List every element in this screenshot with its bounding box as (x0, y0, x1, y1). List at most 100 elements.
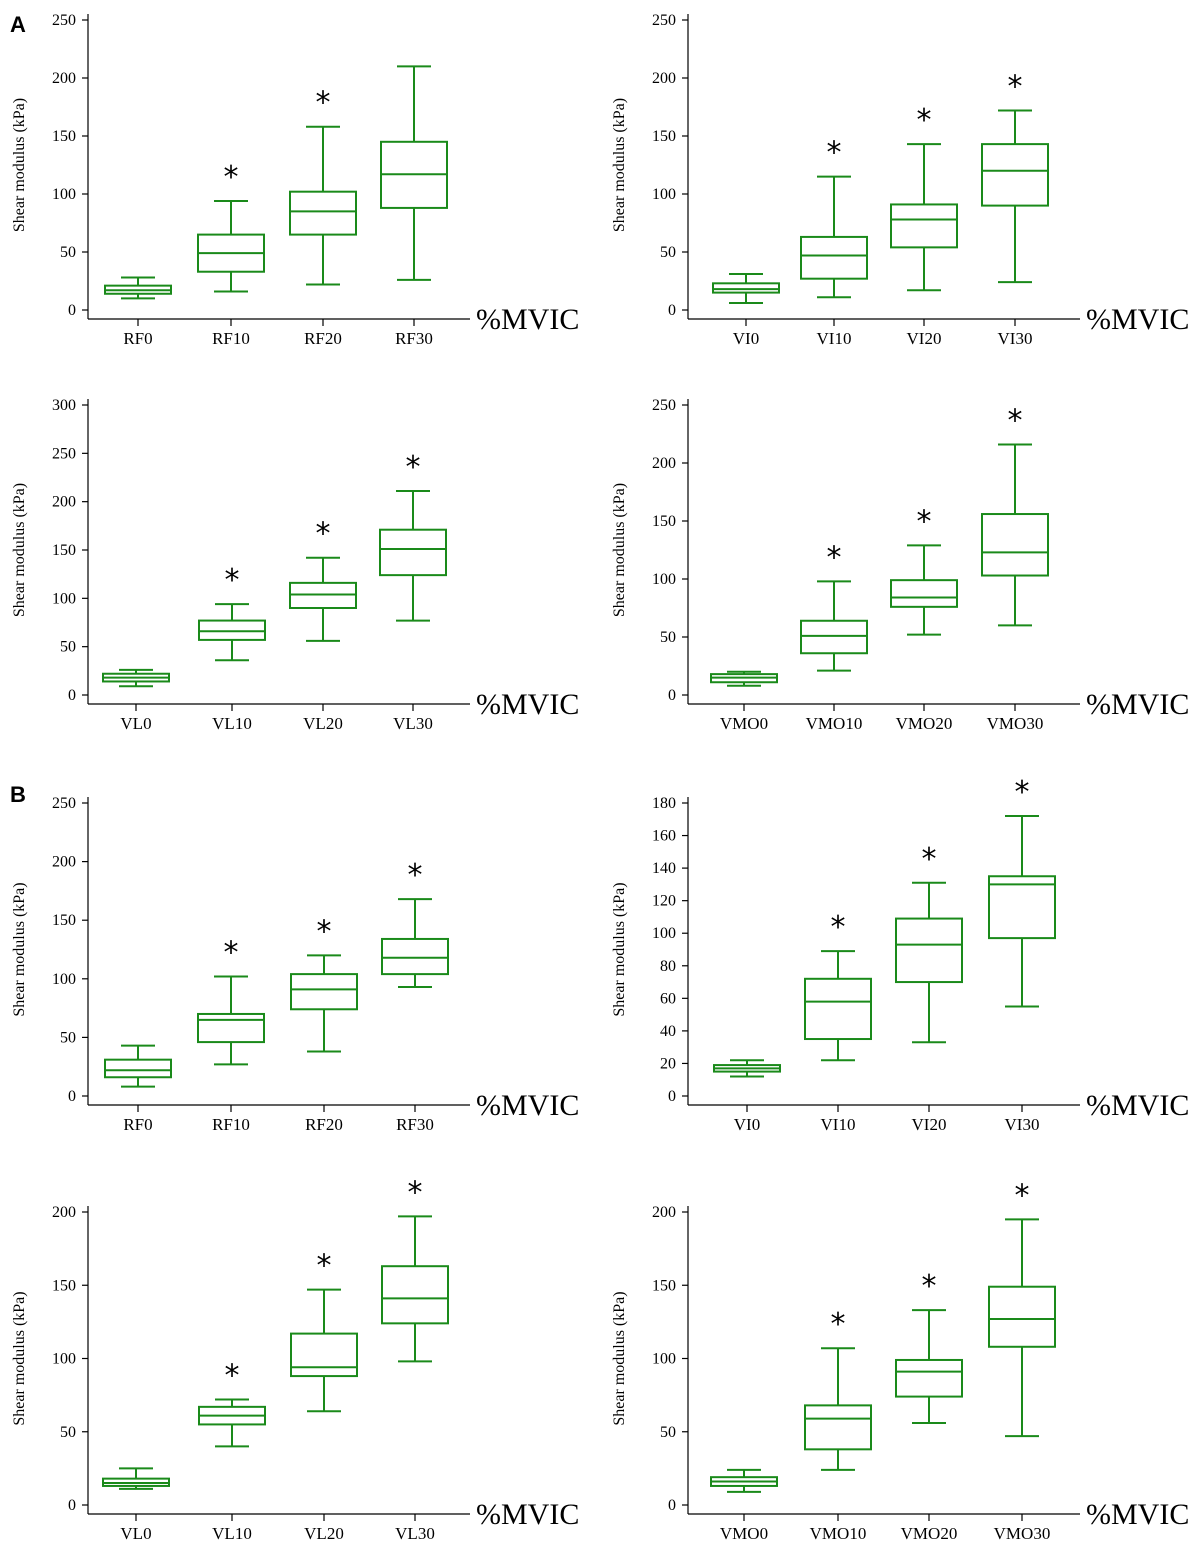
x-tick-label: VL20 (303, 714, 343, 733)
y-axis-label: Shear modulus (kPa) (611, 1291, 628, 1425)
y-tick-label: 50 (660, 1424, 676, 1441)
significance-star: * (922, 842, 937, 877)
iqr-box (800, 619, 868, 655)
y-tick-label: 50 (60, 1424, 76, 1441)
iqr-box (981, 513, 1049, 577)
box-vl0 (102, 1467, 170, 1490)
y-tick-label: 100 (52, 590, 76, 607)
iqr-box (804, 1404, 872, 1451)
iqr-box (289, 190, 357, 236)
box-vl30: * (381, 1175, 449, 1363)
y-tick-label: 150 (52, 128, 76, 145)
y-tick-label: 200 (652, 455, 676, 472)
box-rf0 (104, 1044, 172, 1088)
box-vi20: * (895, 842, 963, 1044)
significance-star: * (827, 540, 842, 575)
y-tick-label: 150 (652, 513, 676, 530)
iqr-box (379, 528, 447, 577)
chart-5: 0 50 100 150 200 250 %MVIC Shear modulus (kPa) R… (11, 795, 579, 1134)
y-tick-label: 250 (652, 12, 676, 29)
box-rf0 (104, 276, 172, 300)
x-tick-label: VMO20 (896, 714, 953, 733)
y-tick-label: 200 (652, 70, 676, 87)
x-unit-label: %MVIC (476, 688, 579, 721)
x-tick-label: RF0 (123, 1115, 152, 1134)
x-tick-label: RF20 (304, 329, 342, 348)
iqr-box (800, 235, 868, 280)
x-tick-label: VI30 (1005, 1115, 1040, 1134)
box-vmo10: * (800, 540, 868, 672)
x-unit-label: %MVIC (476, 1498, 579, 1531)
x-tick-label: RF30 (396, 1115, 434, 1134)
iqr-box (290, 973, 358, 1011)
box-vmo0 (710, 670, 778, 687)
y-tick-label: 100 (52, 186, 76, 203)
x-tick-label: VL30 (395, 1524, 435, 1543)
x-tick-label: RF20 (305, 1115, 343, 1134)
x-tick-label: VMO0 (720, 1524, 768, 1543)
box-vmo10: * (804, 1307, 872, 1471)
y-tick-label: 100 (652, 186, 676, 203)
y-tick-label: 200 (52, 70, 76, 87)
significance-star: * (1008, 403, 1023, 438)
y-tick-label: 20 (660, 1055, 676, 1072)
box-vi10: * (804, 910, 872, 1062)
y-axis-label: Shear modulus (kPa) (611, 882, 628, 1016)
x-tick-label: VL10 (212, 1524, 252, 1543)
x-tick-label: RF10 (212, 1115, 250, 1134)
significance-star: * (917, 103, 932, 138)
y-tick-label: 0 (668, 302, 676, 319)
box-vi0 (713, 1059, 781, 1078)
significance-star: * (225, 563, 240, 598)
x-tick-label: VMO30 (994, 1524, 1051, 1543)
x-unit-label: %MVIC (1086, 1089, 1189, 1122)
x-tick-label: RF0 (123, 329, 152, 348)
significance-star: * (316, 86, 331, 121)
y-axis-label: Shear modulus (kPa) (11, 483, 28, 617)
significance-star: * (1008, 69, 1023, 104)
significance-star: * (316, 517, 331, 552)
y-tick-label: 50 (60, 244, 76, 261)
iqr-box (804, 977, 872, 1041)
box-rf30 (380, 65, 448, 281)
chart-2: 0 50 100 150 200 250 %MVIC Shear modulus (kPa) V… (611, 12, 1189, 348)
chart-6: 0 20 40 60 80 100 120 140 160 180 %MVIC Shear modul… (611, 775, 1189, 1134)
iqr-box (290, 1332, 358, 1378)
y-tick-label: 150 (52, 542, 76, 559)
iqr-box (890, 579, 958, 608)
iqr-box (981, 143, 1049, 207)
y-tick-label: 250 (52, 445, 76, 462)
y-tick-label: 250 (652, 397, 676, 414)
y-tick-label: 0 (68, 302, 76, 319)
significance-star: * (917, 504, 932, 539)
y-tick-label: 140 (652, 860, 676, 877)
chart-3: 0 50 100 150 200 250 300 %MVIC Shear modulus (kP… (11, 397, 579, 733)
iqr-box (988, 875, 1056, 940)
significance-star: * (225, 1359, 240, 1394)
iqr-box (104, 1058, 172, 1079)
y-tick-label: 300 (52, 397, 76, 414)
x-tick-label: VI10 (821, 1115, 856, 1134)
x-unit-label: %MVIC (476, 303, 579, 336)
y-tick-label: 80 (660, 958, 676, 975)
panel-label-a: A (10, 12, 26, 37)
x-tick-label: VL0 (120, 1524, 151, 1543)
iqr-box (895, 1358, 963, 1398)
y-tick-label: 180 (652, 795, 676, 812)
y-tick-label: 200 (52, 494, 76, 511)
x-tick-label: RF10 (212, 329, 250, 348)
chart-8: 0 50 100 150 200 %MVIC Shear modulus (kPa) VMO0… (611, 1178, 1189, 1543)
y-tick-label: 50 (60, 639, 76, 656)
x-unit-label: %MVIC (1086, 1498, 1189, 1531)
y-tick-label: 100 (52, 1351, 76, 1368)
y-axis-label: Shear modulus (kPa) (611, 483, 628, 617)
x-tick-label: VMO20 (901, 1524, 958, 1543)
iqr-box (381, 937, 449, 976)
y-tick-label: 250 (52, 795, 76, 812)
box-rf30: * (381, 858, 449, 989)
y-tick-label: 60 (660, 990, 676, 1007)
box-vl10: * (198, 1359, 266, 1448)
significance-star: * (406, 450, 421, 485)
